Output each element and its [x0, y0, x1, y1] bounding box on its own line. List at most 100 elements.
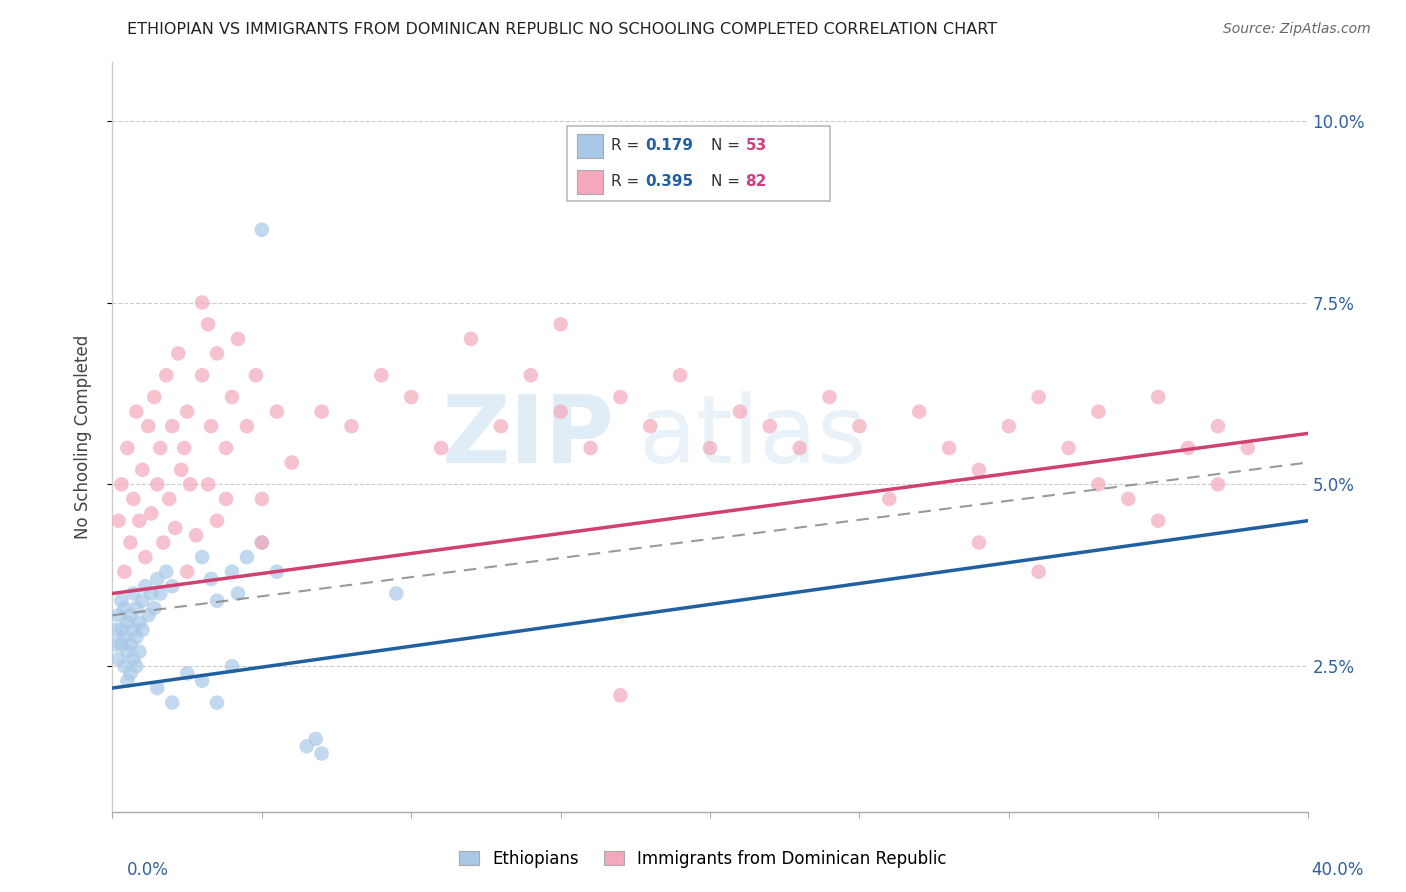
Point: [1147, 390, 1170, 404]
Point: [141, 586, 163, 600]
Point: [1206, 477, 1229, 491]
Point: [107, 608, 129, 623]
Point: [191, 550, 214, 565]
Point: [138, 608, 160, 623]
Point: [205, 696, 228, 710]
Text: ZIP: ZIP: [441, 391, 614, 483]
Point: [117, 645, 139, 659]
Point: [131, 623, 153, 637]
Point: [640, 419, 662, 434]
Point: [110, 593, 132, 607]
Point: [1147, 514, 1170, 528]
Point: [908, 404, 931, 418]
Point: [146, 572, 169, 586]
Point: [179, 477, 201, 491]
Point: [728, 404, 751, 418]
Point: [250, 535, 273, 549]
Point: [221, 390, 243, 404]
Point: [245, 368, 267, 383]
Point: [107, 514, 129, 528]
Point: [1177, 441, 1199, 455]
Point: [110, 477, 132, 491]
Point: [1028, 565, 1050, 579]
Point: [305, 731, 328, 746]
Point: [114, 601, 135, 615]
Point: [489, 419, 512, 434]
Point: [205, 593, 228, 607]
Point: [176, 404, 198, 418]
Point: [818, 390, 841, 404]
Point: [215, 441, 238, 455]
Point: [967, 535, 990, 549]
Point: [938, 441, 960, 455]
Point: [699, 441, 721, 455]
Point: [149, 586, 172, 600]
Point: [236, 550, 259, 565]
Point: [125, 601, 148, 615]
Point: [110, 637, 132, 651]
Point: [250, 491, 273, 506]
Point: [104, 623, 127, 637]
Point: [143, 601, 166, 615]
Point: [340, 419, 363, 434]
Point: [311, 747, 333, 761]
Point: [215, 491, 238, 506]
Point: [134, 579, 156, 593]
Point: [176, 666, 198, 681]
Point: [120, 666, 142, 681]
Point: [125, 630, 148, 644]
Point: [125, 404, 148, 418]
Point: [579, 441, 602, 455]
Point: [879, 491, 901, 506]
Point: [266, 404, 288, 418]
Point: [120, 535, 142, 549]
Point: [143, 390, 166, 404]
Point: [114, 659, 135, 673]
Point: [1237, 441, 1260, 455]
Point: [107, 652, 129, 666]
Point: [104, 637, 127, 651]
Point: [460, 332, 482, 346]
Point: [165, 521, 187, 535]
Point: [197, 477, 219, 491]
Point: [281, 456, 304, 470]
Point: [128, 514, 150, 528]
Point: [138, 419, 160, 434]
Point: [1028, 390, 1050, 404]
Point: [550, 318, 572, 332]
Point: [998, 419, 1021, 434]
Point: [789, 441, 811, 455]
Point: [191, 673, 214, 688]
Point: [162, 579, 183, 593]
Point: [1087, 404, 1109, 418]
Point: [295, 739, 318, 754]
Point: [122, 491, 145, 506]
Point: [609, 689, 631, 703]
Point: [114, 630, 135, 644]
Point: [200, 419, 222, 434]
Point: [152, 535, 174, 549]
Point: [430, 441, 453, 455]
Point: [128, 615, 150, 630]
Point: [157, 491, 180, 506]
Point: [146, 681, 169, 695]
Point: [131, 593, 153, 607]
Point: [401, 390, 423, 404]
Point: [114, 565, 135, 579]
Legend: Ethiopians, Immigrants from Dominican Republic: Ethiopians, Immigrants from Dominican Re…: [453, 844, 953, 875]
Y-axis label: No Schooling Completed: No Schooling Completed: [73, 335, 91, 539]
Point: [117, 673, 139, 688]
Text: 0.0%: 0.0%: [127, 861, 169, 879]
Point: [1057, 441, 1080, 455]
Point: [1206, 419, 1229, 434]
Point: [117, 441, 139, 455]
Text: ETHIOPIAN VS IMMIGRANTS FROM DOMINICAN REPUBLIC NO SCHOOLING COMPLETED CORRELATI: ETHIOPIAN VS IMMIGRANTS FROM DOMINICAN R…: [127, 22, 997, 37]
Point: [170, 463, 193, 477]
Point: [141, 507, 163, 521]
Point: [250, 223, 273, 237]
Point: [197, 318, 219, 332]
Point: [186, 528, 208, 542]
Point: [266, 565, 288, 579]
Point: [205, 346, 228, 360]
Point: [967, 463, 990, 477]
